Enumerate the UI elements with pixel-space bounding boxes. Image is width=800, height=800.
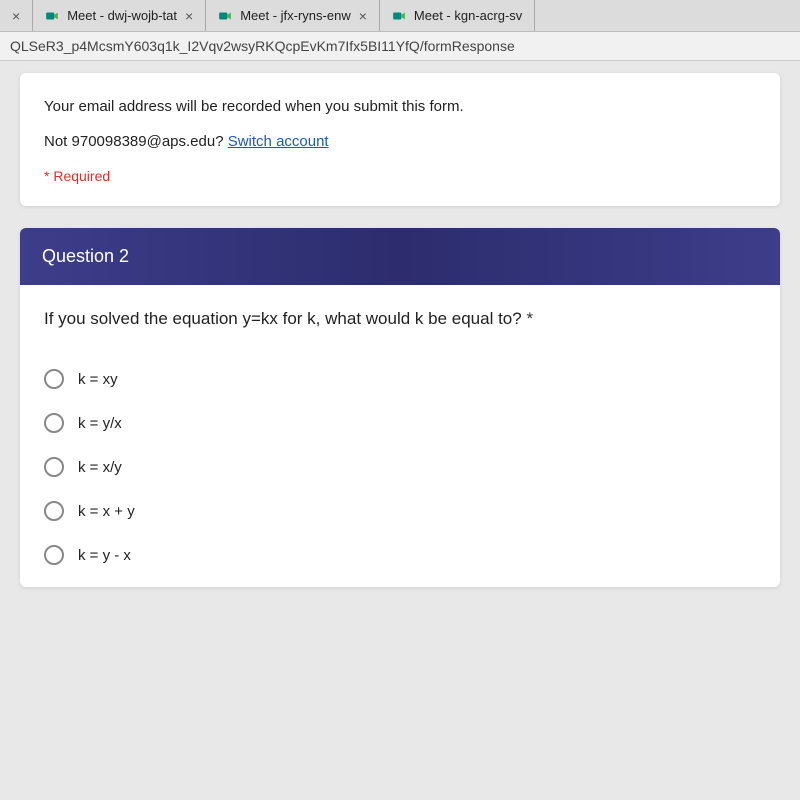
account-line: Not 970098389@aps.edu? Switch account — [44, 133, 756, 150]
meet-icon — [218, 9, 232, 23]
close-icon[interactable]: × — [12, 8, 20, 24]
option-label: k = y/x — [78, 415, 122, 432]
close-icon[interactable]: × — [185, 8, 193, 24]
required-star: * — [526, 309, 533, 328]
radio-icon[interactable] — [44, 369, 64, 389]
meet-icon — [392, 9, 406, 23]
option-label: k = y - x — [78, 547, 131, 564]
meet-icon — [45, 9, 59, 23]
question-prompt: If you solved the equation y=kx for k, w… — [44, 309, 526, 328]
option-row[interactable]: k = y - x — [44, 533, 756, 577]
question-text: If you solved the equation y=kx for k, w… — [44, 309, 756, 329]
record-notice: Your email address will be recorded when… — [44, 95, 756, 119]
question-suffix: ? — [215, 133, 228, 150]
account-email: 970098389@aps.edu — [72, 133, 216, 150]
question-card: Question 2 If you solved the equation y=… — [20, 228, 780, 587]
required-label: * Required — [44, 168, 756, 184]
option-label: k = x + y — [78, 503, 135, 520]
content-area: Your email address will be recorded when… — [0, 73, 800, 587]
option-row[interactable]: k = xy — [44, 357, 756, 401]
option-row[interactable]: k = x + y — [44, 489, 756, 533]
question-header-label: Question 2 — [42, 246, 129, 266]
switch-account-link[interactable]: Switch account — [228, 133, 329, 150]
radio-icon[interactable] — [44, 413, 64, 433]
option-label: k = xy — [78, 371, 118, 388]
tab-item[interactable]: × — [0, 0, 33, 31]
tab-label: Meet - dwj-wojb-tat — [67, 8, 177, 23]
option-row[interactable]: k = x/y — [44, 445, 756, 489]
url-text: QLSeR3_p4McsmY603q1k_I2Vqv2wsyRKQcpEvKm7… — [10, 38, 515, 54]
option-row[interactable]: k = y/x — [44, 401, 756, 445]
tab-item[interactable]: Meet - jfx-ryns-enw × — [206, 0, 380, 31]
form-info-card: Your email address will be recorded when… — [20, 73, 780, 206]
not-prefix: Not — [44, 133, 72, 150]
question-header: Question 2 — [20, 228, 780, 285]
tab-item[interactable]: Meet - kgn-acrg-sv — [380, 0, 535, 31]
tab-bar: × Meet - dwj-wojb-tat × Meet - jfx-ryns-… — [0, 0, 800, 32]
url-bar[interactable]: QLSeR3_p4McsmY603q1k_I2Vqv2wsyRKQcpEvKm7… — [0, 32, 800, 61]
tab-label: Meet - kgn-acrg-sv — [414, 8, 522, 23]
radio-icon[interactable] — [44, 545, 64, 565]
radio-icon[interactable] — [44, 501, 64, 521]
option-label: k = x/y — [78, 459, 122, 476]
tab-item[interactable]: Meet - dwj-wojb-tat × — [33, 0, 206, 31]
question-body: If you solved the equation y=kx for k, w… — [20, 285, 780, 587]
close-icon[interactable]: × — [359, 8, 367, 24]
radio-icon[interactable] — [44, 457, 64, 477]
tab-label: Meet - jfx-ryns-enw — [240, 8, 351, 23]
